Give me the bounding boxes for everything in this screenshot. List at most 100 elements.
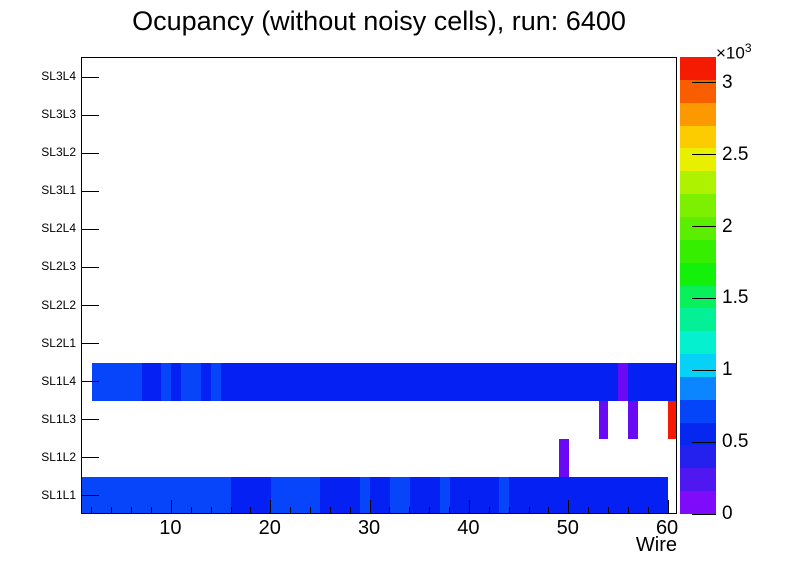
x-axis-tick bbox=[329, 507, 331, 513]
heatmap-cell bbox=[499, 476, 510, 513]
x-axis-tick bbox=[131, 507, 133, 513]
heatmap-cell bbox=[598, 400, 609, 439]
y-axis-tick bbox=[82, 228, 99, 230]
z-scale-exponent-text: 3 bbox=[744, 41, 752, 55]
palette-band bbox=[680, 56, 716, 80]
x-axis-tick bbox=[210, 507, 212, 513]
heatmap-cell bbox=[211, 362, 222, 401]
palette-band bbox=[680, 216, 716, 240]
x-axis-tick bbox=[429, 507, 431, 513]
palette-band bbox=[680, 399, 716, 423]
x-axis-tick bbox=[468, 500, 470, 513]
heatmap-cell bbox=[389, 476, 410, 513]
x-axis-tick bbox=[607, 507, 609, 513]
y-axis-tick bbox=[82, 152, 99, 154]
z-axis-tick-label: 2.5 bbox=[722, 143, 749, 165]
heatmap-cell bbox=[628, 362, 676, 401]
x-axis-tick bbox=[409, 507, 411, 513]
x-axis-tick-label: 50 bbox=[556, 517, 579, 539]
palette-band bbox=[680, 170, 716, 195]
x-axis-tick bbox=[488, 507, 490, 513]
z-axis-tick bbox=[692, 297, 716, 299]
z-axis-tick bbox=[692, 513, 716, 515]
y-axis-tick bbox=[82, 343, 99, 345]
y-axis-tick bbox=[82, 419, 99, 421]
x-axis-tick-label: 40 bbox=[457, 517, 480, 539]
z-axis-tick-label: 1.5 bbox=[722, 287, 749, 309]
y-axis-row-label: SL3L2 bbox=[41, 145, 76, 160]
palette-band bbox=[680, 490, 716, 514]
heatmap-cell bbox=[360, 476, 371, 513]
z-axis-tick-label: 2 bbox=[722, 215, 733, 237]
z-axis-tick bbox=[692, 154, 716, 156]
heatmap-cell bbox=[628, 400, 639, 439]
z-axis-tick bbox=[692, 441, 716, 443]
y-axis-row-label: SL3L3 bbox=[41, 107, 76, 122]
palette-band bbox=[680, 79, 716, 103]
x-axis-tick bbox=[508, 507, 510, 513]
palette-band bbox=[680, 193, 716, 217]
x-axis-tick bbox=[528, 507, 530, 513]
z-axis-tick bbox=[692, 369, 716, 371]
x-axis-tick bbox=[250, 507, 252, 513]
z-scale-base-text: ×10 bbox=[716, 43, 745, 63]
x-axis-tick bbox=[389, 507, 391, 513]
x-axis-tick bbox=[230, 507, 232, 513]
z-axis-tick bbox=[692, 226, 716, 228]
z-axis-tick-label: 1 bbox=[722, 359, 733, 381]
x-axis-tick bbox=[667, 500, 669, 513]
heatmap-cell bbox=[668, 400, 676, 439]
x-axis-tick bbox=[270, 500, 272, 513]
x-axis-tick bbox=[309, 507, 311, 513]
y-axis-tick bbox=[82, 266, 99, 268]
y-axis-row-label: SL2L4 bbox=[41, 221, 76, 236]
heatmap-cell bbox=[91, 362, 142, 401]
y-axis-row-label: SL1L3 bbox=[41, 411, 76, 426]
heatmap-cell bbox=[141, 362, 162, 401]
z-axis-tick-label: 0 bbox=[722, 503, 733, 524]
palette-band bbox=[680, 330, 716, 355]
z-axis-tick-label: 3 bbox=[722, 71, 733, 93]
palette-band bbox=[680, 444, 716, 469]
x-axis-tick bbox=[170, 500, 172, 513]
heatmap-cell bbox=[618, 362, 629, 401]
y-axis-tick bbox=[82, 495, 99, 497]
z-axis-tick-label: 0.5 bbox=[722, 431, 749, 453]
palette-band bbox=[680, 307, 716, 332]
heatmap-cell bbox=[320, 476, 361, 513]
x-axis-tick bbox=[190, 507, 192, 513]
x-axis-tick-label: 60 bbox=[655, 517, 679, 539]
palette-band bbox=[680, 467, 716, 492]
palette-band bbox=[680, 125, 716, 149]
heatmap-cell bbox=[439, 476, 450, 513]
heatmap-cell bbox=[409, 476, 440, 513]
y-axis-tick bbox=[82, 305, 99, 307]
heatmap-cell bbox=[370, 476, 390, 513]
z-axis-tick bbox=[692, 82, 716, 84]
heatmap-cell bbox=[558, 438, 569, 477]
y-axis-row-label: SL3L1 bbox=[41, 183, 76, 198]
x-axis-tick bbox=[91, 507, 93, 513]
x-axis-tick bbox=[369, 500, 371, 513]
y-axis-row-label: SL3L4 bbox=[41, 69, 76, 84]
palette-band bbox=[680, 262, 716, 286]
heatmap-cell bbox=[221, 362, 619, 401]
x-axis-tick-label: 20 bbox=[258, 517, 281, 539]
heatmap-cell bbox=[161, 362, 172, 401]
palette-band bbox=[680, 285, 716, 309]
y-axis-tick bbox=[82, 76, 99, 78]
heatmap-cell bbox=[171, 362, 182, 401]
palette-band bbox=[680, 422, 716, 446]
x-axis-tick-label: 10 bbox=[159, 517, 182, 539]
y-axis-tick bbox=[82, 381, 99, 383]
heatmap-cell bbox=[270, 476, 321, 513]
y-axis-row-label: SL2L2 bbox=[41, 297, 76, 312]
x-axis-tick-label: 30 bbox=[357, 517, 381, 539]
palette-band bbox=[680, 147, 716, 172]
heatmap-cell bbox=[201, 362, 212, 401]
color-scale-bar bbox=[680, 56, 716, 514]
x-axis-tick bbox=[647, 507, 649, 513]
plot-frame bbox=[81, 57, 677, 514]
y-axis-tick bbox=[82, 457, 99, 459]
